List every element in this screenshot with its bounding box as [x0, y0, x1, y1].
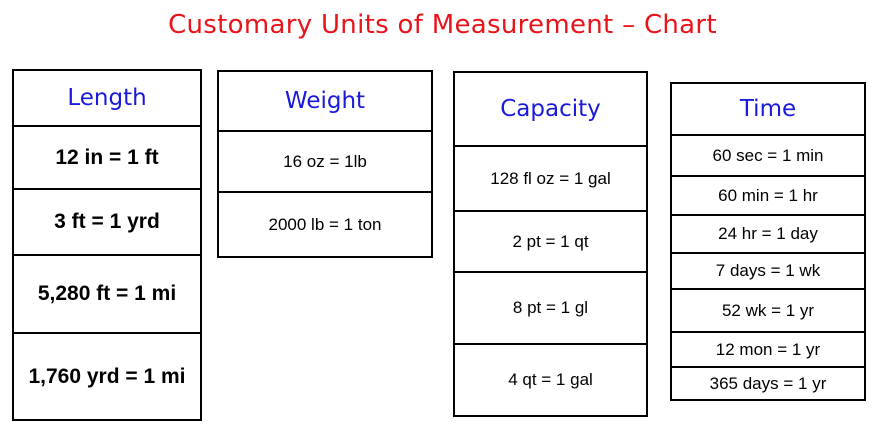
time-header: Time — [739, 96, 797, 122]
weight-header: Weight — [284, 88, 366, 114]
chart-title: Customary Units of Measurement – Chart — [168, 10, 717, 40]
length-row: 5,280 ft = 1 mi — [14, 254, 200, 332]
time-row: 7 days = 1 wk — [672, 252, 864, 288]
time-table: Time 60 sec = 1 min 60 min = 1 hr 24 hr … — [670, 82, 866, 401]
weight-table: Weight 16 oz = 1lb 2000 lb = 1 ton — [217, 70, 433, 258]
time-row: 365 days = 1 yr — [672, 366, 864, 399]
capacity-row: 8 pt = 1 gl — [455, 271, 646, 343]
time-row: 60 sec = 1 min — [672, 134, 864, 175]
capacity-row: 128 fl oz = 1 gal — [455, 145, 646, 210]
length-row: 3 ft = 1 yrd — [14, 188, 200, 254]
length-row: 12 in = 1 ft — [14, 125, 200, 188]
time-row: 24 hr = 1 day — [672, 214, 864, 252]
capacity-header: Capacity — [500, 96, 601, 122]
capacity-table: Capacity 128 fl oz = 1 gal 2 pt = 1 qt 8… — [453, 71, 648, 417]
time-row: 52 wk = 1 yr — [672, 288, 864, 331]
time-row: 60 min = 1 hr — [672, 175, 864, 214]
length-row: 1,760 yrd = 1 mi — [14, 332, 200, 419]
length-table: Length 12 in = 1 ft 3 ft = 1 yrd 5,280 f… — [12, 69, 202, 421]
time-row: 12 mon = 1 yr — [672, 331, 864, 366]
capacity-row: 4 qt = 1 gal — [455, 343, 646, 415]
weight-row: 2000 lb = 1 ton — [219, 191, 431, 256]
weight-row: 16 oz = 1lb — [219, 130, 431, 191]
capacity-row: 2 pt = 1 qt — [455, 210, 646, 271]
length-header: Length — [67, 85, 147, 111]
